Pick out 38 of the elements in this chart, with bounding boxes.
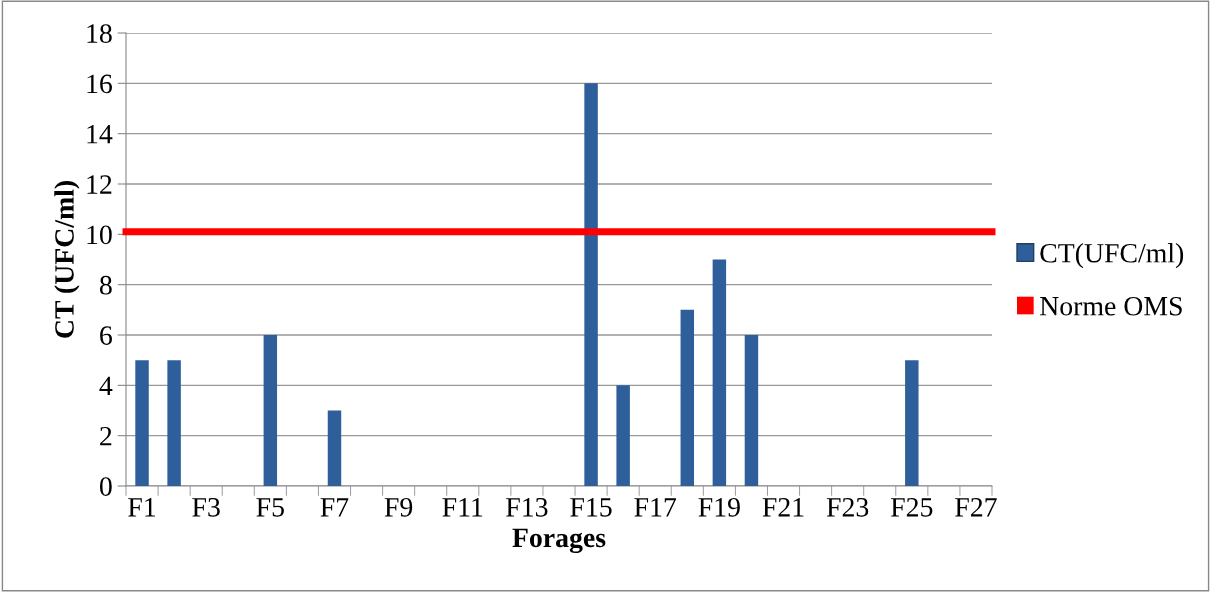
x-tick-label: F1 xyxy=(128,498,156,517)
x-tick-label: F27 xyxy=(955,497,997,517)
x-tick-label: F19 xyxy=(698,497,740,517)
bar xyxy=(135,360,149,486)
y-tick-label: 2 xyxy=(100,426,112,446)
legend-label: Norme OMS xyxy=(1040,296,1182,316)
x-tick-label: F5 xyxy=(256,498,284,517)
y-axis-title: CT (UFC/ml) xyxy=(54,181,80,338)
y-tick-label: 10 xyxy=(87,225,112,245)
bar xyxy=(584,83,598,486)
y-tick-label: 8 xyxy=(99,275,112,295)
x-tick-label: F9 xyxy=(384,497,413,517)
bar xyxy=(680,309,695,486)
bar xyxy=(712,259,727,486)
x-tick-label: F21 xyxy=(762,497,804,517)
x-tick-label: F7 xyxy=(320,498,349,517)
legend-label: CT(UFC/ml) xyxy=(1040,243,1184,269)
y-tick-label: 4 xyxy=(99,376,113,395)
bar xyxy=(167,360,181,486)
bar xyxy=(616,385,630,486)
bar xyxy=(263,335,278,486)
x-axis-title: Forages xyxy=(512,528,606,554)
x-tick-label: F13 xyxy=(506,497,548,517)
bar xyxy=(744,335,759,486)
y-tick-label: 12 xyxy=(87,175,112,194)
bar xyxy=(327,410,342,486)
bar xyxy=(905,360,919,486)
y-tick-label: 16 xyxy=(87,74,112,94)
y-tick-label: 18 xyxy=(87,24,112,43)
x-tick-label: F15 xyxy=(570,498,612,517)
y-tick-label: 6 xyxy=(100,326,112,345)
y-tick-label: 14 xyxy=(87,124,113,144)
x-tick-label: F17 xyxy=(634,498,677,517)
y-tick-label: 0 xyxy=(99,477,112,496)
x-tick-label: F11 xyxy=(442,498,483,517)
x-tick-label: F23 xyxy=(826,497,869,517)
x-tick-label: F3 xyxy=(192,497,220,517)
x-tick-label: F25 xyxy=(891,497,933,517)
